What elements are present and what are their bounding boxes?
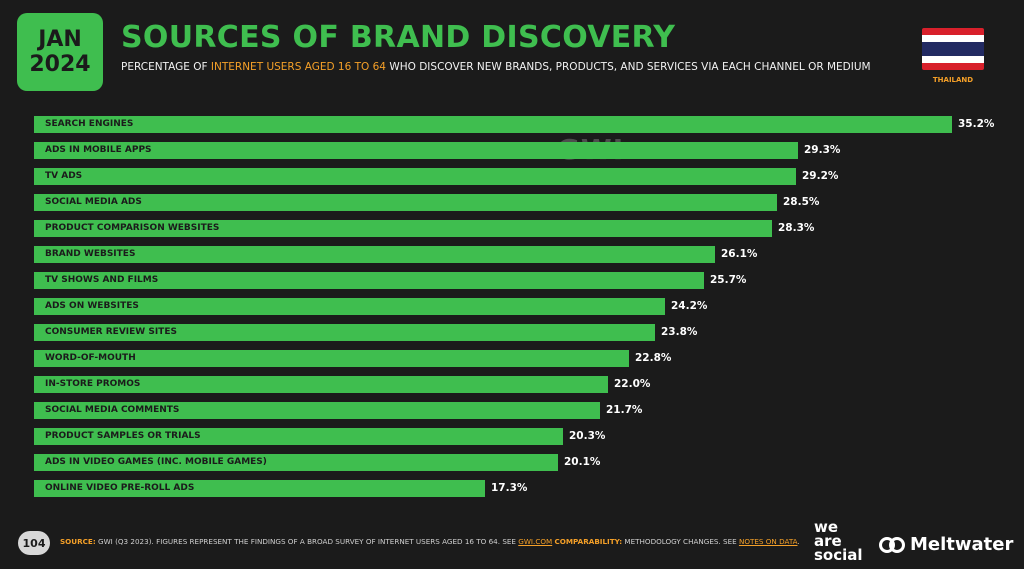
date-year: 2024 (29, 51, 91, 77)
bar-label: BRAND WEBSITES (45, 249, 136, 259)
bar-value-label: 29.3% (804, 144, 841, 156)
bar (34, 246, 715, 263)
bar (34, 272, 704, 289)
bar-label: IN-STORE PROMOS (45, 379, 141, 389)
bar (34, 480, 485, 497)
bar (34, 220, 772, 237)
thailand-flag-icon (922, 28, 984, 70)
bar-value-label: 20.3% (569, 430, 606, 442)
bar-label: SOCIAL MEDIA COMMENTS (45, 405, 180, 415)
bar-value-label: 24.2% (671, 300, 708, 312)
bar-value-label: 17.3% (491, 482, 528, 494)
bar-chart: SEARCH ENGINES 35.2% ADS IN MOBILE APPS 29.… (34, 116, 1024, 506)
bar (34, 324, 655, 341)
source-key: SOURCE: (60, 537, 96, 546)
bar-value-label: 28.3% (778, 222, 815, 234)
bar-label: ADS IN VIDEO GAMES (INC. MOBILE GAMES) (45, 457, 267, 467)
page-subtitle: PERCENTAGE OF INTERNET USERS AGED 16 TO … (121, 61, 871, 73)
bar-value-label: 20.1% (564, 456, 601, 468)
comparability-key: COMPARABILITY: (554, 537, 623, 546)
comparability-text: METHODOLOGY CHANGES. SEE (622, 537, 739, 546)
bar-label: ONLINE VIDEO PRE-ROLL ADS (45, 483, 195, 493)
bar (34, 168, 796, 185)
bar-label: SOCIAL MEDIA ADS (45, 197, 142, 207)
bar (34, 194, 777, 211)
bar (34, 116, 952, 133)
logo-line-1: we (814, 518, 839, 536)
bar (34, 454, 558, 471)
page-title: SOURCES OF BRAND DISCOVERY (121, 20, 676, 55)
bar (34, 376, 608, 393)
bar-label: PRODUCT SAMPLES OR TRIALS (45, 431, 201, 441)
we-are-social-logo: we are social (814, 518, 863, 564)
bar-label: CONSUMER REVIEW SITES (45, 327, 177, 337)
country-label: THAILAND (932, 76, 974, 84)
date-badge: JAN 2024 (17, 13, 103, 91)
bar-value-label: 21.7% (606, 404, 643, 416)
bar-value-label: 23.8% (661, 326, 698, 338)
gwi-link[interactable]: GWI.COM (518, 537, 553, 546)
logo-line-3: social (814, 546, 863, 564)
bar-value-label: 25.7% (710, 274, 747, 286)
source-text: GWI (Q3 2023). FIGURES REPRESENT THE FIN… (95, 537, 519, 546)
bar (34, 428, 563, 445)
bar (34, 298, 665, 315)
bar (34, 402, 600, 419)
bar (34, 350, 629, 367)
bar-value-label: 26.1% (721, 248, 758, 260)
subtitle-highlight: INTERNET USERS AGED 16 TO 64 (210, 61, 386, 73)
bar-value-label: 28.5% (783, 196, 820, 208)
bar-value-label: 22.0% (614, 378, 651, 390)
bar-label: PRODUCT COMPARISON WEBSITES (45, 223, 220, 233)
meltwater-icon (879, 536, 905, 553)
bar-label: TV ADS (45, 171, 83, 181)
subtitle-pre: PERCENTAGE OF (121, 61, 211, 73)
source-end: . (797, 537, 800, 546)
bar-label: ADS IN MOBILE APPS (45, 145, 152, 155)
bar (34, 142, 798, 159)
bar-label: SEARCH ENGINES (45, 119, 134, 129)
page-number: 104 (18, 531, 50, 555)
bar-value-label: 22.8% (635, 352, 672, 364)
meltwater-logo: Meltwater (878, 534, 1013, 555)
meltwater-name: Meltwater (910, 534, 1014, 555)
date-month: JAN (38, 26, 82, 52)
bar-value-label: 29.2% (802, 170, 839, 182)
source-note: SOURCE: GWI (Q3 2023). FIGURES REPRESENT… (60, 537, 800, 546)
notes-on-data-link[interactable]: NOTES ON DATA (738, 537, 798, 546)
bar-label: TV SHOWS AND FILMS (45, 275, 159, 285)
bar-label: ADS ON WEBSITES (45, 301, 139, 311)
logo-line-2: are (814, 532, 842, 550)
subtitle-post: WHO DISCOVER NEW BRANDS, PRODUCTS, AND S… (386, 61, 871, 73)
bar-label: WORD-OF-MOUTH (45, 353, 136, 363)
bar-value-label: 35.2% (958, 118, 995, 130)
